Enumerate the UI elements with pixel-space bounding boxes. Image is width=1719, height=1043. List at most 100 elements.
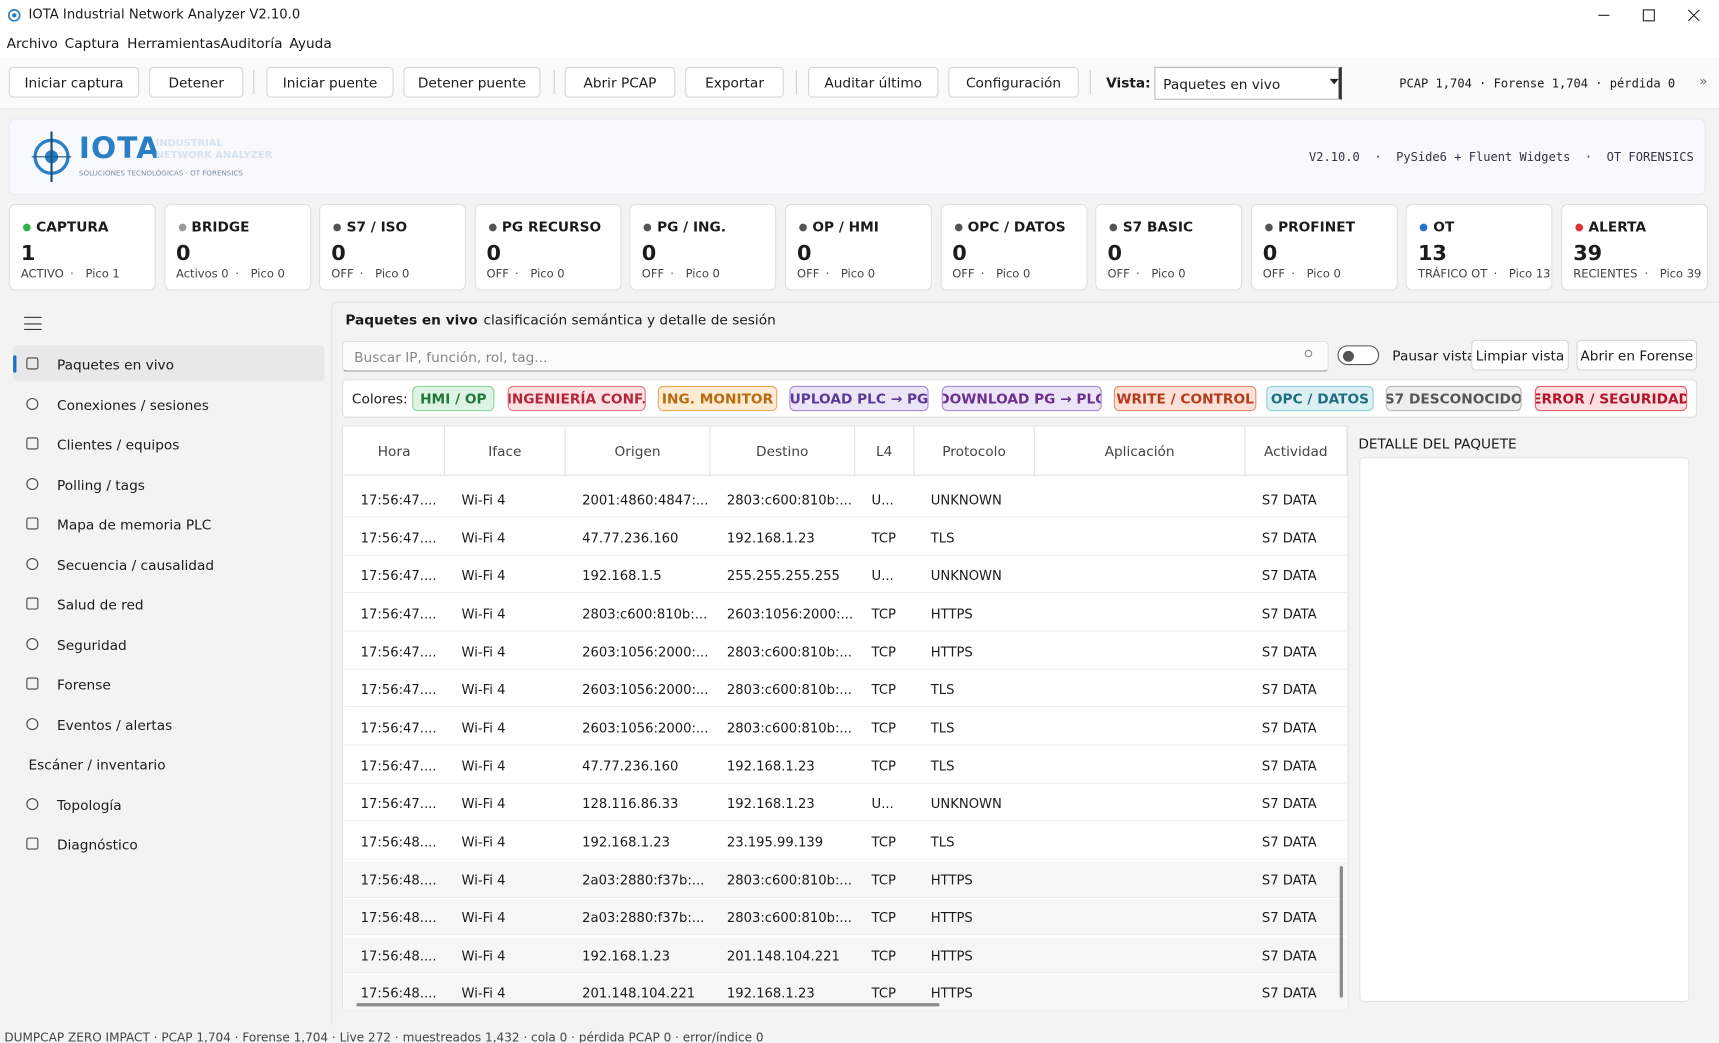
menu-item[interactable]: Herramientas: [127, 35, 221, 52]
status-dot: [1420, 223, 1428, 232]
nav-item[interactable]: Topología: [57, 796, 122, 813]
nav-item[interactable]: Seguridad: [57, 636, 127, 653]
table-cell: TLS: [930, 682, 955, 698]
nav-icon: [26, 597, 39, 610]
table-cell: TCP: [871, 644, 896, 660]
window-controls[interactable]: [1590, 7, 1711, 25]
status-dot: [23, 223, 31, 232]
card-sub: TRÁFICO OT: [1417, 267, 1488, 281]
table-cell: 192.168.1.23: [726, 530, 815, 546]
toolbar-overflow[interactable]: »: [1699, 73, 1708, 89]
view-select[interactable]: Paquetes en vivo: [1154, 66, 1342, 100]
table-row: [344, 823, 1347, 860]
toolbar-button[interactable]: Auditar último: [807, 66, 939, 98]
nav-item[interactable]: Paquetes en vivo: [57, 356, 175, 373]
card-sub: OFF: [486, 267, 509, 281]
toggle-knob[interactable]: [1342, 350, 1354, 362]
toolbar-button[interactable]: Configuración: [948, 66, 1079, 98]
nav-item[interactable]: Escáner / inventario: [28, 756, 166, 773]
table-cell: 192.168.1.23: [582, 948, 671, 964]
table-cell: TCP: [871, 758, 896, 774]
table-cell: 2a03:2880:f37b:...: [582, 910, 705, 926]
table-cell: HTTPS: [930, 910, 973, 926]
table-cell: TLS: [930, 758, 955, 774]
card-sub: Pico 39: [1659, 267, 1702, 281]
card-sub: Pico 0: [530, 267, 565, 281]
menu-item[interactable]: Captura: [64, 35, 120, 52]
table-cell: 2803:c600:810b:...: [726, 720, 852, 736]
toolbar-button[interactable]: Abrir PCAP: [564, 66, 676, 98]
clear-button[interactable]: Limpiar vista: [1471, 339, 1569, 371]
card-title: BRIDGE: [191, 218, 250, 235]
h-scrollbar[interactable]: [356, 1003, 940, 1007]
search-box[interactable]: Buscar IP, función, rol, tag...: [342, 340, 1329, 372]
card-sub: OFF: [952, 267, 975, 281]
table-cell: Wi-Fi 4: [461, 758, 506, 774]
menu-item[interactable]: Auditoría: [220, 35, 283, 52]
v-scrollbar[interactable]: [1339, 866, 1343, 998]
select-arrow[interactable]: [1329, 78, 1339, 85]
toolbar-button[interactable]: Detener puente: [403, 66, 541, 98]
nav-item[interactable]: Salud de red: [57, 596, 144, 613]
card-value: 0: [176, 241, 191, 266]
metric-card: [1405, 203, 1553, 291]
nav-selected[interactable]: [13, 345, 325, 382]
menu-item[interactable]: Ayuda: [289, 35, 332, 52]
toolbar-button[interactable]: Iniciar puente: [266, 66, 394, 98]
view-label: Vista:: [1106, 74, 1151, 91]
table-cell: Wi-Fi 4: [461, 492, 506, 508]
toolbar-button[interactable]: Exportar: [685, 66, 784, 98]
table-row: [344, 861, 1347, 898]
table-cell: 2803:c600:810b:...: [726, 682, 852, 698]
table-cell: S7 DATA: [1261, 758, 1317, 774]
toolbar-button[interactable]: Detener: [149, 66, 244, 98]
card-sub: Pico 13: [1508, 267, 1551, 281]
table-row: [344, 557, 1347, 594]
table-cell: TCP: [871, 986, 896, 1002]
table-cell: S7 DATA: [1261, 986, 1317, 1002]
status-dot: [178, 223, 186, 232]
table-cell: 192.168.1.23: [726, 758, 815, 774]
table-row: [344, 633, 1347, 670]
color-chip: INGENIERÍA CONF.: [507, 385, 646, 412]
color-chip: ING. MONITOR: [657, 385, 778, 412]
nav-item[interactable]: Eventos / alertas: [57, 716, 173, 733]
table-cell: UNKNOWN: [930, 568, 1002, 584]
table-cell: Wi-Fi 4: [461, 644, 506, 660]
table-cell: U...: [871, 492, 894, 508]
table-cell: U...: [871, 796, 894, 812]
card-sep: ·: [359, 267, 364, 281]
toolbar-button[interactable]: Iniciar captura: [8, 66, 140, 98]
card-value: 0: [331, 241, 346, 266]
brand: IOTA: [78, 131, 161, 166]
table-cell: S7 DATA: [1261, 834, 1317, 850]
card-title: ALERTA: [1588, 218, 1647, 235]
table-cell: S7 DATA: [1261, 606, 1317, 622]
table-cell: TCP: [871, 720, 896, 736]
nav-item[interactable]: Mapa de memoria PLC: [57, 516, 212, 533]
forensic-button[interactable]: Abrir en Forense: [1576, 339, 1698, 371]
nav-item[interactable]: Clientes / equipos: [57, 436, 180, 453]
table-cell: TCP: [871, 910, 896, 926]
metric-card: [319, 203, 467, 291]
nav-item[interactable]: Secuencia / causalidad: [57, 556, 215, 573]
table-cell: 192.168.1.23: [582, 834, 671, 850]
status-dot: [1109, 223, 1118, 232]
table-cell: S7 DATA: [1261, 910, 1317, 926]
menu-item[interactable]: Archivo: [6, 35, 58, 52]
metric-card: [784, 203, 932, 291]
menu-toggle-mid[interactable]: [24, 322, 42, 325]
table-cell: S7 DATA: [1261, 568, 1317, 584]
menu-toggle[interactable]: [24, 316, 42, 330]
card-value: 0: [952, 241, 967, 266]
nav-item[interactable]: Conexiones / sesiones: [57, 396, 209, 413]
nav-item[interactable]: Forense: [57, 676, 111, 693]
table-cell: Wi-Fi 4: [461, 872, 506, 888]
table-cell: S7 DATA: [1261, 492, 1317, 508]
nav-item[interactable]: Polling / tags: [57, 476, 145, 493]
column-header: Iface: [445, 426, 566, 476]
nav-item[interactable]: Diagnóstico: [57, 836, 138, 853]
brand-line: INDUSTRIAL: [155, 138, 223, 150]
brand-tagline: SOLUCIONES TECNOLÓGICAS · OT FORENSICS: [78, 168, 243, 178]
table-row: [344, 671, 1347, 708]
